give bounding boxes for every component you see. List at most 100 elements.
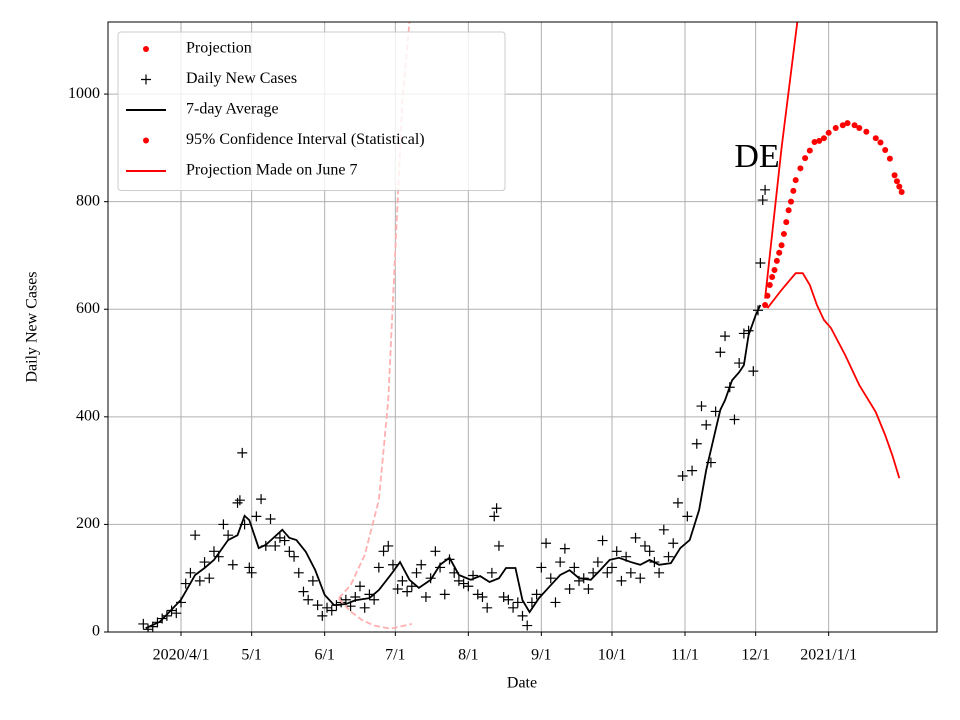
ticks: 0 200 400 600 800 1000 2020/4/1 5/1 6/1 7/1 8/1 9/1… <box>68 85 857 664</box>
case-marker <box>244 562 255 573</box>
plot-area <box>138 22 905 632</box>
case-marker <box>682 511 693 522</box>
case-marker <box>583 583 594 594</box>
projection-dot <box>816 137 823 144</box>
case-marker <box>383 540 394 551</box>
projection-dot <box>872 135 879 142</box>
case-marker <box>218 519 229 530</box>
dashed-line <box>338 598 413 630</box>
case-marker <box>234 495 245 506</box>
case-marker <box>453 575 464 586</box>
projection-dot <box>832 124 839 131</box>
projection-dot <box>820 135 827 142</box>
case-marker <box>246 567 257 578</box>
case-marker <box>171 608 182 619</box>
legend-label: 95% Confidence Interval (Statistical) <box>186 131 425 148</box>
projection-dot <box>802 155 809 162</box>
case-marker <box>663 551 674 562</box>
case-marker <box>569 562 580 573</box>
legend-marker <box>141 74 151 85</box>
case-marker <box>710 406 721 417</box>
case-marker <box>611 546 622 557</box>
y-tick-label: 1000 <box>68 85 100 102</box>
projection-dot <box>771 266 778 273</box>
case-marker <box>517 610 528 621</box>
projection-dot <box>882 147 889 154</box>
case-marker <box>237 447 248 458</box>
case-marker <box>284 546 295 557</box>
case-marker <box>143 624 154 632</box>
case-marker <box>687 465 698 476</box>
case-marker <box>312 600 323 611</box>
x-tick-label: 6/1 <box>314 647 334 664</box>
projection-dot <box>851 122 858 129</box>
case-marker <box>463 581 474 592</box>
case-marker <box>597 535 608 546</box>
projection-dot <box>778 242 785 249</box>
case-marker <box>439 589 450 600</box>
case-marker <box>477 592 488 603</box>
projection-dot <box>766 282 773 289</box>
legend-box <box>117 31 506 191</box>
projection-dot <box>891 172 898 179</box>
case-marker <box>616 575 627 586</box>
case-marker <box>550 597 561 608</box>
case-marker <box>559 543 570 554</box>
case-marker <box>644 546 655 557</box>
case-marker <box>606 562 617 573</box>
case-marker <box>256 494 267 505</box>
case-marker <box>402 586 413 597</box>
x-tick-label: 9/1 <box>531 647 551 664</box>
axes-frame <box>107 21 938 633</box>
projection-dot <box>811 138 818 145</box>
case-marker <box>757 195 768 206</box>
case-marker <box>307 575 318 586</box>
projection-dot <box>877 139 884 146</box>
line <box>145 304 762 630</box>
case-marker <box>658 524 669 535</box>
projection-dot <box>783 219 790 226</box>
projection-dot <box>825 129 832 136</box>
case-marker <box>482 602 493 613</box>
case-marker <box>564 583 575 594</box>
case-marker <box>720 331 731 342</box>
projection-dot <box>776 249 783 256</box>
case-marker <box>185 567 196 578</box>
case-marker <box>199 557 210 568</box>
x-tick-label: 5/1 <box>241 647 261 664</box>
case-marker <box>359 602 370 613</box>
case-marker <box>625 567 636 578</box>
projection-dot <box>773 257 780 264</box>
projection-dot <box>797 165 804 172</box>
case-marker <box>340 594 351 605</box>
case-marker <box>491 503 502 514</box>
case-marker <box>387 559 398 570</box>
case-marker <box>677 471 688 482</box>
case-marker <box>493 540 504 551</box>
projection-dot <box>886 155 893 162</box>
case-marker <box>555 557 566 568</box>
case-marker <box>190 530 201 541</box>
x-tick-label: 2020/4/1 <box>153 647 210 664</box>
case-marker <box>729 414 740 425</box>
case-marker <box>270 540 281 551</box>
legend: Projection Daily New Cases 7-day Average 95… <box>117 31 506 191</box>
case-marker <box>138 618 149 629</box>
x-tick-label: 10/1 <box>598 647 626 664</box>
case-marker <box>420 592 431 603</box>
x-tick-label: 7/1 <box>385 647 405 664</box>
projection-dot <box>785 207 792 214</box>
legend-marker <box>143 137 149 144</box>
projection-dot <box>898 188 905 195</box>
legend-marker <box>143 46 149 52</box>
case-marker <box>317 610 328 621</box>
y-tick-label: 200 <box>76 515 100 532</box>
y-tick-label: 400 <box>76 408 100 425</box>
case-marker <box>489 511 500 522</box>
case-marker <box>279 535 290 546</box>
case-marker <box>668 538 679 549</box>
projection-dot <box>896 183 903 190</box>
case-marker <box>512 597 523 608</box>
case-marker <box>545 573 556 584</box>
case-marker <box>161 610 172 621</box>
